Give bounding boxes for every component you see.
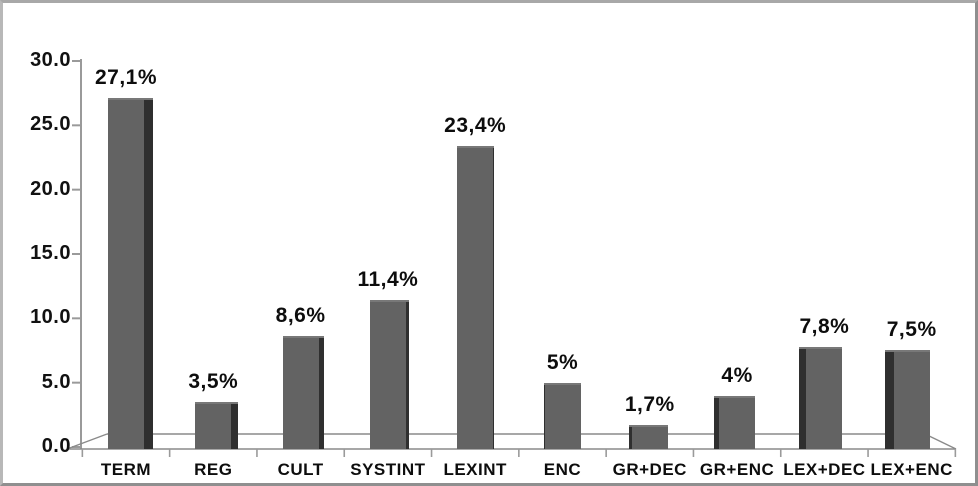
y-axis-tick-label: 5.0: [41, 370, 71, 393]
value-label: 23,4%: [444, 114, 507, 137]
x-axis-label: GR+ENC: [699, 460, 775, 479]
x-axis-label: LEX+ENC: [870, 460, 953, 479]
y-axis-tick-label: 15.0: [30, 241, 71, 264]
bar-lex-dec: [799, 347, 843, 449]
x-axis-label: REG: [194, 460, 233, 479]
axis-and-floor-lines: [66, 58, 957, 457]
value-labels-layer: 27,1% 3,5% 8,6% 11,4% 23,4% 5% 1,7% 4% 7,8% 7,5%: [3, 3, 975, 483]
bar-side-face: [493, 148, 495, 449]
bar-reg: [195, 402, 239, 449]
y-axis-tick-label: 20.0: [30, 177, 71, 200]
bar-side-face: [628, 427, 632, 449]
y-axis-tick-label: 10.0: [30, 306, 71, 329]
y-axis-tick-label: 30.0: [30, 48, 71, 71]
x-axis-label: GR+DEC: [612, 460, 687, 479]
value-label: 4%: [721, 364, 753, 387]
value-label: 7,5%: [886, 318, 937, 341]
y-axis-labels: 0.0 5.0 10.0 15.0 20.0 25.0 30.0: [3, 3, 975, 483]
bar-side-face: [884, 352, 894, 449]
floor-left-edge: [66, 433, 108, 450]
x-axis-labels: TERM REG CULT SYSTINT LEXINT ENC GR+DEC GR+ENC L…: [3, 3, 975, 483]
value-label: 8,6%: [275, 304, 326, 327]
bar-enc: [543, 383, 581, 449]
floor-right-edge: [924, 433, 957, 450]
x-axis-label: SYSTINT: [350, 460, 426, 479]
x-axis-label: CULT: [277, 460, 324, 479]
bar-lex-enc: [884, 350, 930, 449]
value-label: 27,1%: [94, 66, 158, 89]
x-axis-label: ENC: [543, 460, 582, 479]
bar-gr-dec: [628, 425, 668, 449]
y-axis-tick-label: 0.0: [41, 435, 71, 457]
bar-side-face: [799, 349, 807, 449]
bar-term: [108, 98, 153, 449]
bar-side-face: [405, 302, 409, 449]
bar-side-face: [231, 404, 239, 449]
value-label: 1,7%: [624, 393, 675, 416]
value-label: 7,8%: [799, 315, 850, 338]
bar-systint: [369, 300, 409, 449]
bar-side-face: [714, 398, 720, 449]
value-label: 3,5%: [188, 370, 239, 393]
bar-side-face: [318, 338, 324, 449]
bar-side-face: [144, 100, 153, 449]
x-axis-label: LEX+DEC: [783, 460, 866, 479]
y-axis-tick-label: 25.0: [30, 113, 71, 136]
value-label: 11,4%: [357, 268, 419, 291]
bars-layer: [3, 3, 975, 483]
x-axis-label: TERM: [100, 460, 152, 479]
bar-side-face: [543, 385, 545, 449]
bar-gr-enc: [714, 396, 756, 449]
bar-lexint: [457, 146, 495, 449]
bar-cult: [282, 336, 324, 449]
value-label: 5%: [546, 351, 579, 374]
x-axis-label: LEXINT: [443, 460, 507, 479]
